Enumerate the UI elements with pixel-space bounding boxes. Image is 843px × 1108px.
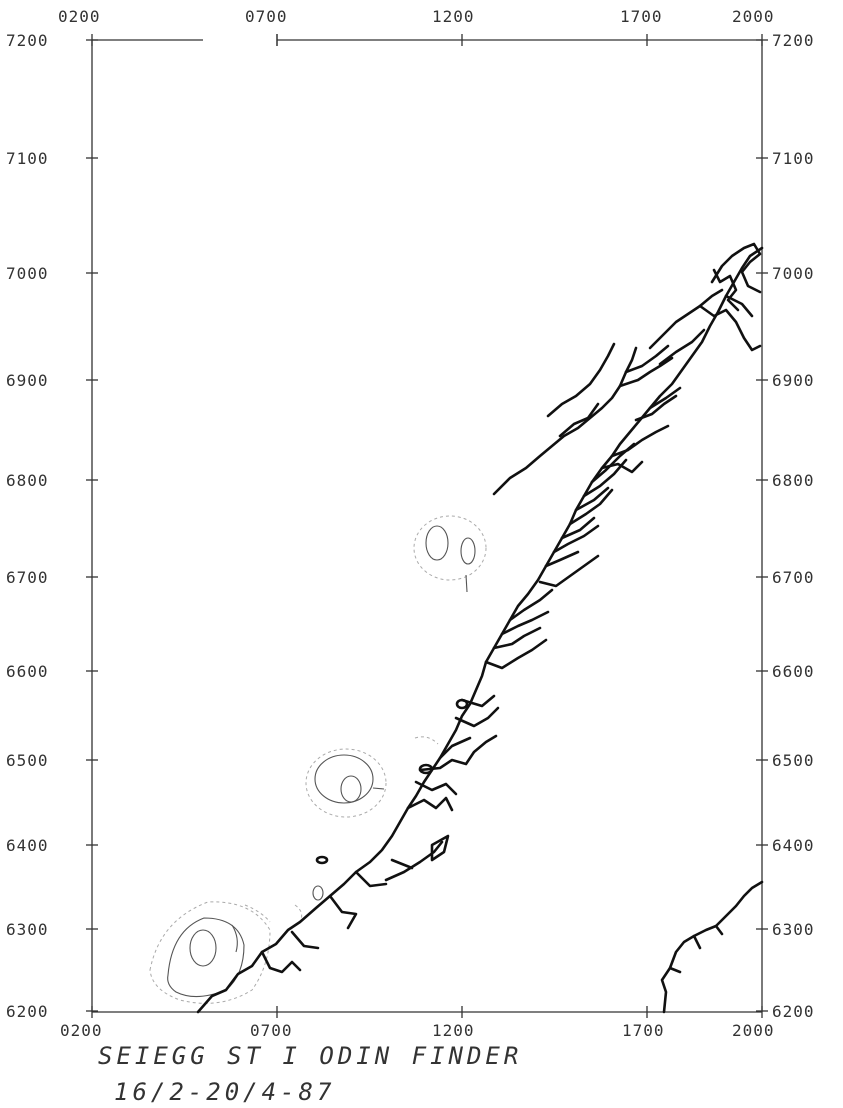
map-caption: SEIEGG ST I ODIN FINDER 16/2-20/4-87 bbox=[98, 1042, 522, 1106]
left-tick-label: 7000 bbox=[6, 264, 49, 283]
contour-group-southern bbox=[149, 885, 324, 1004]
bottom-tick-label: 1700 bbox=[622, 1021, 665, 1040]
bottom-tick-label: 2000 bbox=[732, 1021, 775, 1040]
left-axis-labels: 7200 7100 7000 6900 6800 6700 6600 6500 … bbox=[6, 31, 49, 1021]
left-tick-label: 6200 bbox=[6, 1002, 49, 1021]
right-tick-label: 6700 bbox=[772, 568, 815, 587]
contour-group-central bbox=[305, 736, 439, 818]
caption-dates: 16/2-20/4-87 bbox=[114, 1078, 335, 1106]
right-tick-label: 6300 bbox=[772, 920, 815, 939]
left-tick-label: 7200 bbox=[6, 31, 49, 50]
right-tick-label: 6900 bbox=[772, 371, 815, 390]
right-tick-label: 7200 bbox=[772, 31, 815, 50]
right-tick-label: 6600 bbox=[772, 662, 815, 681]
left-tick-label: 6300 bbox=[6, 920, 49, 939]
bottom-tick-label: 0700 bbox=[250, 1021, 293, 1040]
top-tick-label: 0700 bbox=[245, 7, 288, 26]
bottom-axis-labels: 0200 0700 1200 1700 2000 bbox=[60, 1021, 775, 1040]
right-tick-label: 6500 bbox=[772, 751, 815, 770]
right-axis-labels: 7200 7100 7000 6900 6800 6700 6600 6500 … bbox=[772, 31, 815, 1021]
bottom-tick-label: 0200 bbox=[60, 1021, 103, 1040]
left-tick-label: 6900 bbox=[6, 371, 49, 390]
right-tick-label: 6800 bbox=[772, 471, 815, 490]
norway-coastline bbox=[196, 242, 764, 1014]
contour-group-northern bbox=[413, 515, 487, 593]
left-tick-label: 6500 bbox=[6, 751, 49, 770]
top-tick-label: 0200 bbox=[58, 7, 101, 26]
top-tick-label: 1700 bbox=[620, 7, 663, 26]
top-tick-label: 2000 bbox=[732, 7, 775, 26]
axis-ticks bbox=[86, 34, 768, 1018]
right-tick-label: 7000 bbox=[772, 264, 815, 283]
left-tick-label: 6400 bbox=[6, 836, 49, 855]
left-tick-label: 7100 bbox=[6, 149, 49, 168]
caption-title: SEIEGG ST I ODIN FINDER bbox=[98, 1042, 522, 1070]
right-tick-label: 6400 bbox=[772, 836, 815, 855]
bothnian-coastline bbox=[660, 880, 764, 1014]
right-tick-label: 6200 bbox=[772, 1002, 815, 1021]
bottom-tick-label: 1200 bbox=[432, 1021, 475, 1040]
top-tick-label: 1200 bbox=[432, 7, 475, 26]
right-tick-label: 7100 bbox=[772, 149, 815, 168]
left-tick-label: 6700 bbox=[6, 568, 49, 587]
left-tick-label: 6600 bbox=[6, 662, 49, 681]
left-tick-label: 6800 bbox=[6, 471, 49, 490]
map-frame bbox=[91, 34, 763, 1013]
top-axis-labels: 0200 0700 1200 1700 2000 bbox=[58, 7, 775, 26]
